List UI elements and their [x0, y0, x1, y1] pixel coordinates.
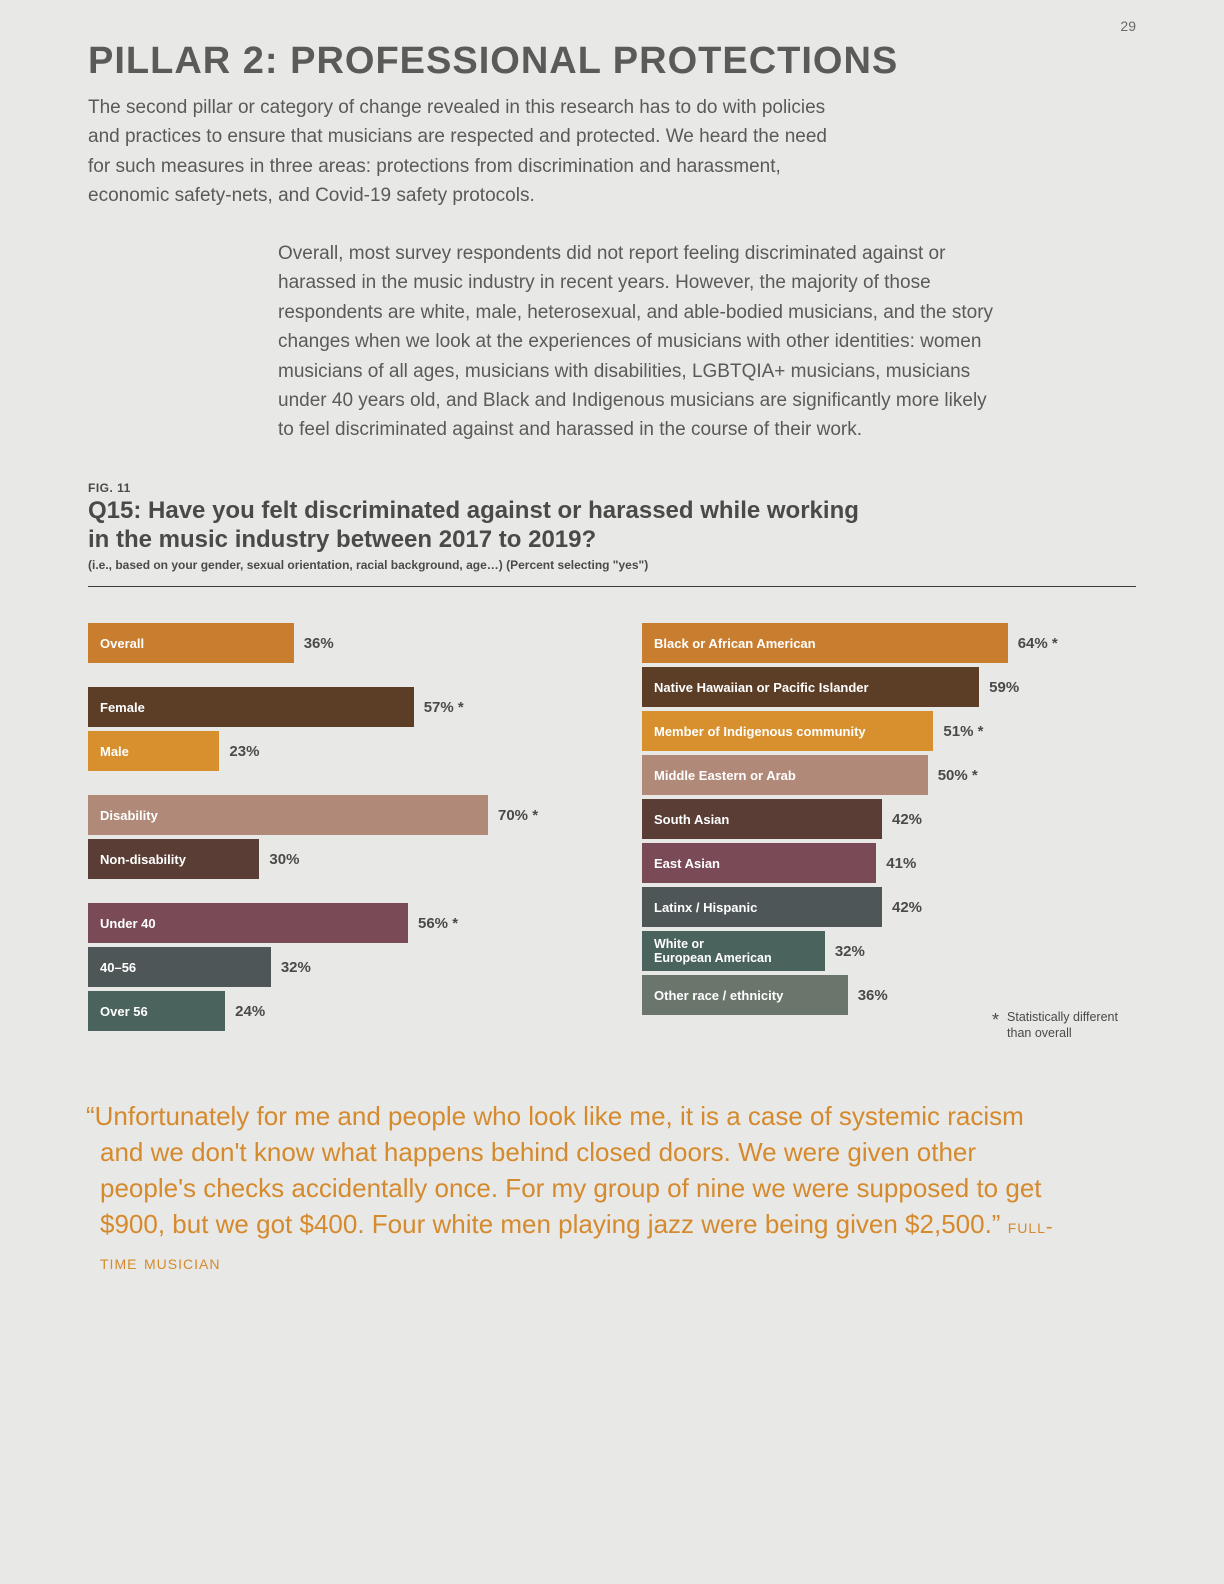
bar-segment: Non-disability	[88, 839, 259, 879]
bar-segment: 40–56	[88, 947, 271, 987]
bar-segment: Black or African American	[642, 623, 1008, 663]
bar-segment: Male	[88, 731, 219, 771]
bar-value: 70% *	[498, 807, 538, 824]
chart-right-column: Black or African American 64% * Native Haw…	[642, 623, 1136, 1055]
figure-title-line2: in the music industry between 2017 to 20…	[88, 526, 596, 553]
bar-value: 23%	[229, 743, 259, 760]
figure-subtitle: (i.e., based on your gender, sexual orie…	[88, 558, 1136, 572]
figure-title: Q15: Have you felt discriminated against…	[88, 497, 1136, 555]
page-number: 29	[1120, 18, 1136, 34]
bar-segment: White orEuropean American	[642, 931, 825, 971]
bar-row: Member of Indigenous community 51% *	[642, 711, 1136, 751]
bar-row: Non-disability 30%	[88, 839, 582, 879]
bar-segment: Other race / ethnicity	[642, 975, 848, 1015]
bar-value: 42%	[892, 899, 922, 916]
bar-group: Disability 70% * Non-disability 30%	[88, 795, 582, 879]
bar-value: 36%	[858, 987, 888, 1004]
bar-value: 56% *	[418, 915, 458, 932]
page-title: PILLAR 2: PROFESSIONAL PROTECTIONS	[88, 40, 1136, 83]
bar-segment: East Asian	[642, 843, 876, 883]
bar-value: 64% *	[1018, 635, 1058, 652]
bar-value: 24%	[235, 1003, 265, 1020]
bar-segment: Middle Eastern or Arab	[642, 755, 928, 795]
bar-segment: Over 56	[88, 991, 225, 1031]
figure-title-line1: Q15: Have you felt discriminated against…	[88, 497, 859, 524]
intro-paragraph: The second pillar or category of change …	[88, 93, 848, 211]
bar-row: Middle Eastern or Arab 50% *	[642, 755, 1136, 795]
bar-value: 50% *	[938, 767, 978, 784]
bar-segment: South Asian	[642, 799, 882, 839]
bar-group: Female 57% * Male 23%	[88, 687, 582, 771]
bar-value: 57% *	[424, 699, 464, 716]
bar-row: South Asian 42%	[642, 799, 1136, 839]
bar-value: 32%	[281, 959, 311, 976]
chart-left-column: Overall 36% Female 57% * Male 23% Disability 70…	[88, 623, 582, 1055]
pull-quote: “Unfortunately for me and people who loo…	[88, 1099, 1068, 1278]
bar-segment: Female	[88, 687, 414, 727]
bar-row: Female 57% *	[88, 687, 582, 727]
bar-row: 40–56 32%	[88, 947, 582, 987]
bar-value: 59%	[989, 679, 1019, 696]
bar-value: 36%	[304, 635, 334, 652]
bar-segment: Member of Indigenous community	[642, 711, 933, 751]
bar-segment: Disability	[88, 795, 488, 835]
bar-value: 42%	[892, 811, 922, 828]
bar-value: 41%	[886, 855, 916, 872]
bar-segment: Native Hawaiian or Pacific Islander	[642, 667, 979, 707]
bar-row: Male 23%	[88, 731, 582, 771]
figure-label: FIG. 11	[88, 481, 1136, 495]
bar-row: Native Hawaiian or Pacific Islander 59%	[642, 667, 1136, 707]
bar-group: Overall 36%	[88, 623, 582, 663]
bar-row: Overall 36%	[88, 623, 582, 663]
bar-value: 30%	[269, 851, 299, 868]
bar-row: Black or African American 64% *	[642, 623, 1136, 663]
body-paragraph: Overall, most survey respondents did not…	[278, 239, 998, 445]
bar-row: Latinx / Hispanic 42%	[642, 887, 1136, 927]
chart-container: Overall 36% Female 57% * Male 23% Disability 70…	[88, 623, 1136, 1055]
bar-segment: Latinx / Hispanic	[642, 887, 882, 927]
bar-row: Disability 70% *	[88, 795, 582, 835]
bar-group: Under 40 56% * 40–56 32% Over 56 24%	[88, 903, 582, 1031]
bar-row: White orEuropean American 32%	[642, 931, 1136, 971]
quote-text: “Unfortunately for me and people who loo…	[86, 1101, 1042, 1239]
bar-segment: Under 40	[88, 903, 408, 943]
chart-footnote: *Statistically different than overall	[992, 1009, 1142, 1042]
bar-group: Black or African American 64% * Native Haw…	[642, 623, 1136, 1015]
bar-segment: Overall	[88, 623, 294, 663]
bar-row: East Asian 41%	[642, 843, 1136, 883]
bar-row: Over 56 24%	[88, 991, 582, 1031]
bar-value: 32%	[835, 943, 865, 960]
bar-value: 51% *	[943, 723, 983, 740]
figure-rule	[88, 586, 1136, 587]
bar-row: Under 40 56% *	[88, 903, 582, 943]
